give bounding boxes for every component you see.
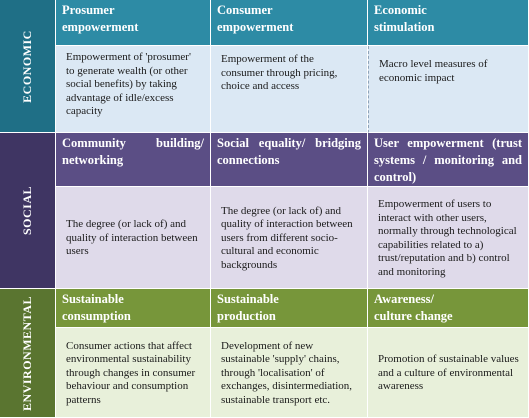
text-community-building: The degree (or lack of) and quality of i…	[56, 187, 211, 289]
row-label-economic: ECONOMIC	[0, 0, 56, 133]
heading-sustainable-consumption: Sustainable consumption	[56, 289, 211, 328]
text-prosumer-empowerment: Empowerment of 'prosumer' to generate we…	[56, 46, 211, 133]
row-label-social: SOCIAL	[0, 133, 56, 289]
heading-prosumer-empowerment: Prosumer empowerment	[56, 0, 211, 46]
heading-awareness-culture-change: Awareness/ culture change	[368, 289, 529, 328]
text-social-equality: The degree (or lack of) and quality of i…	[211, 187, 368, 289]
text-sustainable-production: Development of new sustainable 'supply' …	[211, 328, 368, 418]
heading-consumer-empowerment: Consumer empowerment	[211, 0, 368, 46]
heading-economic-stimulation: Economic stimulation	[368, 0, 529, 46]
row-label-environmental: ENVIRONMENTAL	[0, 289, 56, 418]
text-user-empowerment: Empowerment of users to interact with ot…	[368, 187, 529, 289]
text-awareness-culture-change: Promotion of sustainable values and a cu…	[368, 328, 529, 418]
heading-user-empowerment: User empowerment (trust systems / monito…	[368, 133, 529, 187]
heading-social-equality: Social equality/ bridging connections	[211, 133, 368, 187]
text-consumer-empowerment: Empowerment of the consumer through pric…	[211, 46, 368, 133]
text-sustainable-consumption: Consumer actions that affect environment…	[56, 328, 211, 418]
heading-community-building: Community building/ networking	[56, 133, 211, 187]
text-economic-stimulation: Macro level measures of economic impact	[368, 46, 529, 133]
heading-sustainable-production: Sustainable production	[211, 289, 368, 328]
